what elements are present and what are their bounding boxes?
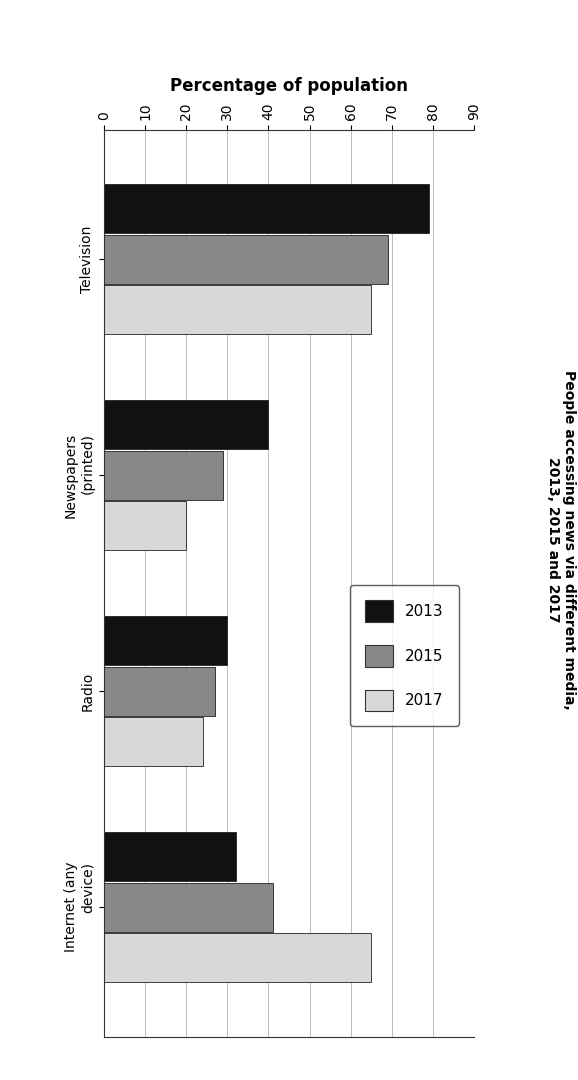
- Bar: [104, 285, 371, 335]
- Legend: 2013, 2015, 2017: 2013, 2015, 2017: [350, 585, 459, 727]
- Bar: [104, 501, 186, 551]
- Text: People accessing news via different media,
2013, 2015 and 2017: People accessing news via different medi…: [546, 370, 576, 710]
- Bar: [104, 882, 273, 932]
- Y-axis label: Media: Media: [0, 553, 2, 613]
- Bar: [104, 666, 215, 716]
- X-axis label: Percentage of population: Percentage of population: [170, 77, 408, 95]
- Bar: [104, 616, 227, 665]
- Bar: [104, 234, 388, 284]
- Bar: [104, 184, 429, 233]
- Bar: [104, 400, 268, 449]
- Bar: [104, 717, 203, 767]
- Bar: [104, 832, 236, 881]
- Bar: [104, 450, 223, 500]
- Bar: [104, 933, 371, 983]
